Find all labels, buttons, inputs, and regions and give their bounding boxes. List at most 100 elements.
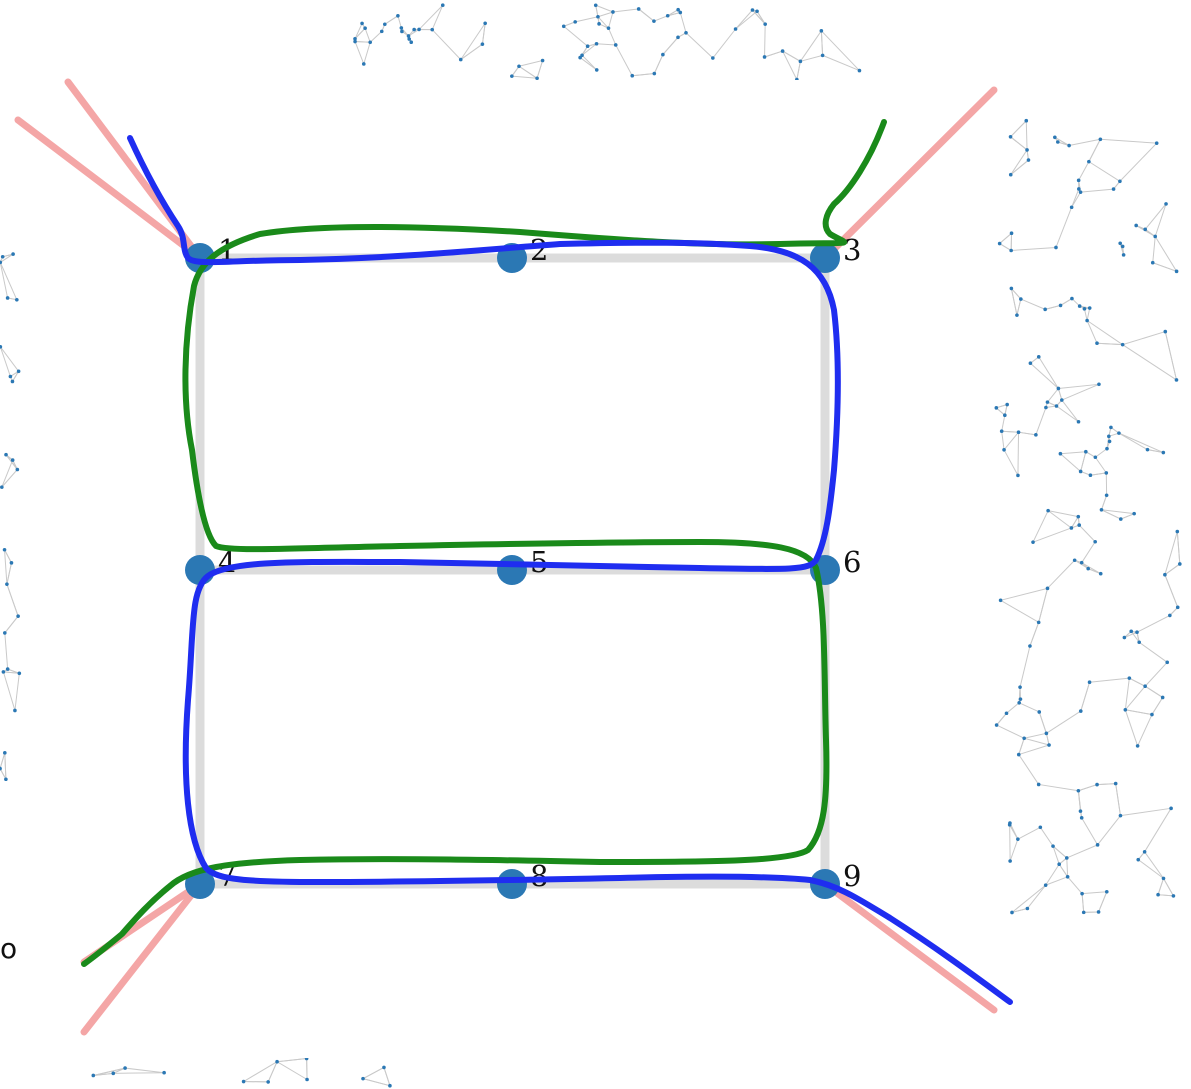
- bg-edge: [1056, 405, 1079, 423]
- bg-node: [458, 57, 463, 62]
- bg-edge: [1010, 288, 1022, 300]
- bg-node: [1058, 303, 1063, 308]
- bg-edge: [653, 54, 664, 74]
- bg-node: [1127, 676, 1132, 680]
- bg-node: [1161, 876, 1166, 881]
- bg-node: [1093, 539, 1097, 544]
- bg-node: [1009, 248, 1013, 253]
- bg-edge: [1124, 685, 1146, 711]
- bg-node: [1154, 141, 1159, 145]
- bg-edge: [1119, 243, 1125, 256]
- bg-edge: [1010, 288, 1018, 316]
- bg-node: [561, 24, 566, 29]
- bg-node: [1060, 398, 1064, 402]
- bg-node: [409, 40, 414, 45]
- bg-node: [1118, 517, 1123, 521]
- bg-node: [1051, 844, 1055, 848]
- bg-edge: [1120, 807, 1172, 817]
- node-5[interactable]: [497, 555, 527, 585]
- bg-node: [636, 7, 641, 11]
- bg-edge: [597, 16, 609, 29]
- bg-node: [661, 52, 665, 57]
- bg-edge: [1, 459, 14, 488]
- external-edge-9: [821, 880, 998, 1014]
- node-3[interactable]: [810, 243, 840, 273]
- bg-edge: [615, 44, 633, 76]
- bg-edge: [712, 28, 736, 59]
- bg-edge: [460, 23, 486, 60]
- bg-node: [1153, 234, 1158, 239]
- bg-node: [1037, 710, 1042, 714]
- bg-node: [4, 777, 8, 782]
- bg-edge: [1018, 754, 1040, 785]
- bg-edge: [999, 243, 1012, 251]
- bg-node: [15, 297, 19, 302]
- bg-edge: [1055, 207, 1073, 248]
- bg-node: [1076, 419, 1081, 424]
- bg-node: [1034, 433, 1038, 437]
- bg-edge: [1101, 509, 1135, 515]
- bg-node: [1087, 306, 1092, 310]
- bg-node: [1136, 857, 1141, 862]
- bg-edge: [93, 1067, 126, 1076]
- bg-edge: [1164, 531, 1178, 575]
- bg-edge: [1019, 645, 1031, 688]
- bg-node: [1118, 241, 1122, 246]
- bg-edge: [362, 1078, 391, 1087]
- bg-edge: [0, 752, 6, 769]
- bg-edge: [362, 1066, 385, 1080]
- bg-node: [4, 452, 8, 457]
- bg-edge: [597, 11, 614, 18]
- bg-node: [1036, 782, 1041, 787]
- bg-edge: [383, 1067, 391, 1086]
- bg-node: [1088, 473, 1093, 478]
- bg-node: [1058, 451, 1063, 456]
- bg-node: [1174, 378, 1179, 382]
- bg-node: [997, 241, 1002, 246]
- bg-node: [857, 68, 862, 73]
- bg-node: [1069, 526, 1074, 530]
- bg-edge: [1129, 677, 1146, 687]
- bg-node: [1171, 894, 1176, 898]
- bg-edge: [1081, 893, 1085, 913]
- bg-node: [684, 30, 688, 35]
- bg-node: [1010, 910, 1014, 915]
- bg-edge: [782, 50, 801, 62]
- bg-edge: [563, 25, 588, 47]
- bg-node: [1019, 297, 1023, 301]
- bg-node: [1134, 223, 1138, 228]
- bg-edge: [1066, 844, 1098, 859]
- bg-edge: [1038, 588, 1048, 623]
- bg-edge: [1003, 431, 1019, 451]
- bg-node: [1016, 837, 1020, 841]
- bg-node: [998, 598, 1003, 603]
- bg-edge: [1061, 383, 1100, 401]
- bg-node: [1098, 137, 1103, 142]
- bg-edge: [820, 30, 860, 71]
- bg-node: [1150, 260, 1155, 265]
- bg-node: [383, 22, 387, 27]
- bg-edge: [1080, 682, 1091, 712]
- bg-edge: [4, 615, 19, 634]
- bg-edge: [277, 1057, 307, 1063]
- external-edge-1a: [14, 116, 204, 262]
- bg-edge: [1137, 859, 1164, 879]
- bg-node: [1104, 471, 1109, 475]
- bg-edge: [1088, 161, 1121, 182]
- node-8[interactable]: [497, 869, 527, 899]
- bg-node: [1008, 172, 1013, 177]
- bg-edge: [354, 41, 365, 65]
- bg-node: [1028, 361, 1033, 366]
- bg-node: [1122, 635, 1127, 640]
- node-4[interactable]: [185, 555, 215, 585]
- bg-node: [0, 766, 2, 771]
- bg-node: [994, 406, 999, 410]
- bg-edge: [1039, 827, 1054, 847]
- bg-node: [1156, 892, 1160, 897]
- bg-edge: [632, 73, 655, 77]
- bg-edge: [1038, 711, 1047, 734]
- bg-node: [1143, 227, 1148, 232]
- stray-text: o: [0, 932, 17, 965]
- bg-node: [305, 1077, 309, 1082]
